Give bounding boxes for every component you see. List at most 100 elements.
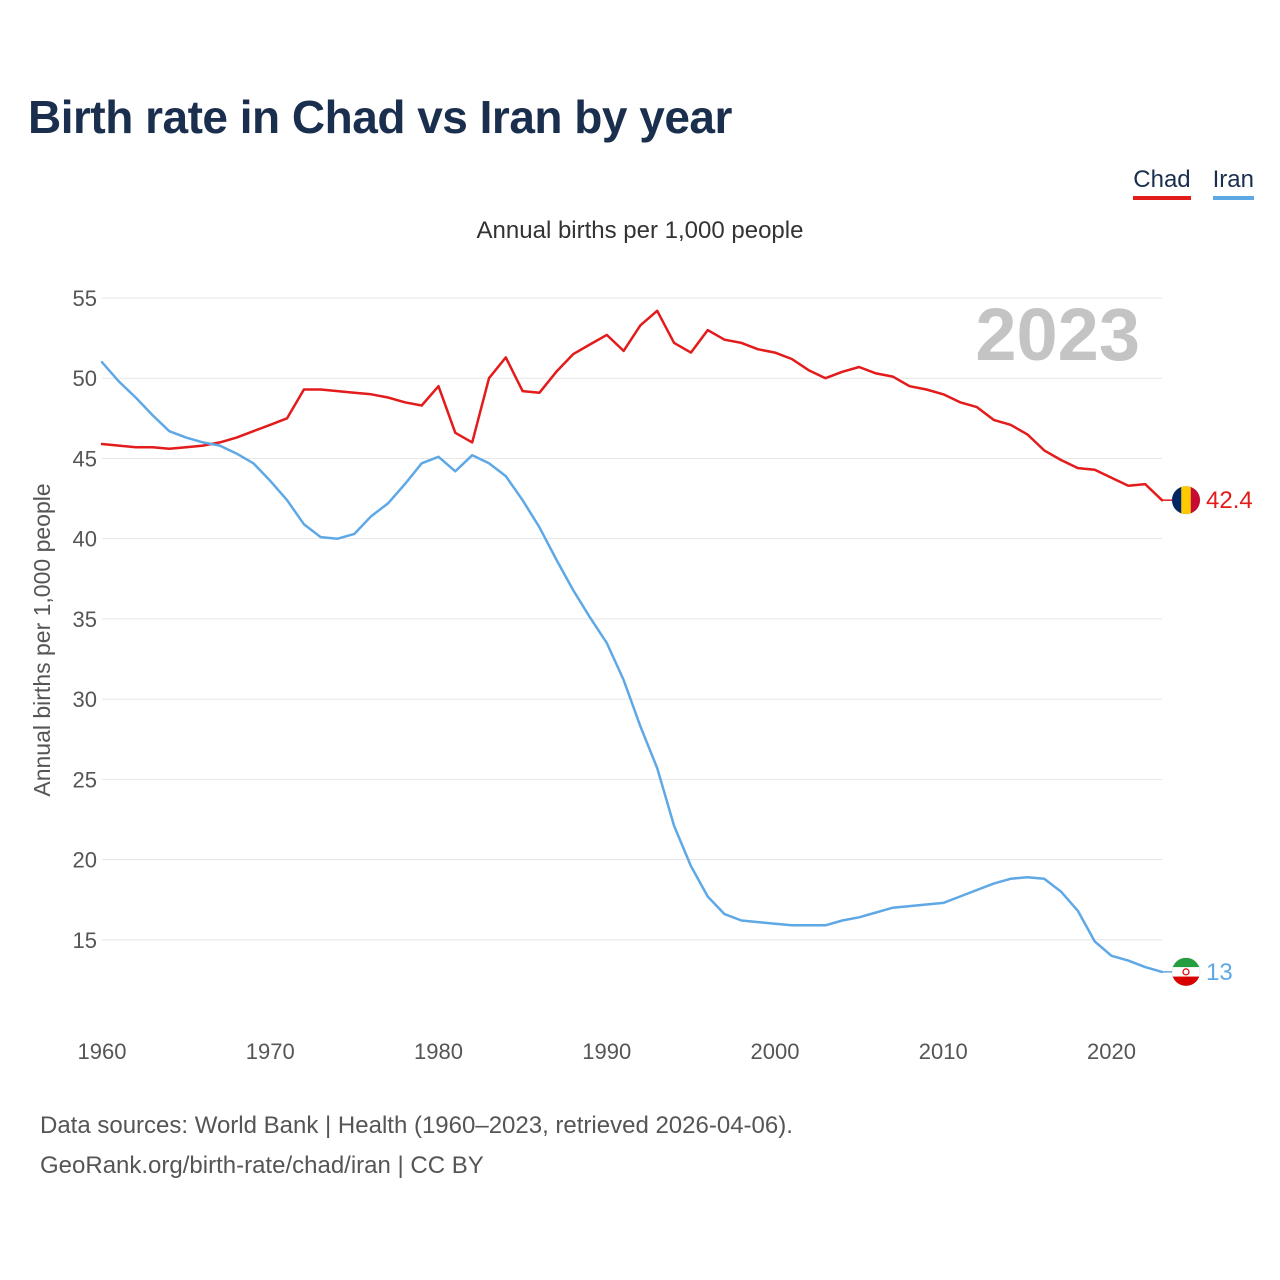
data-point-chad (773, 351, 777, 355)
data-point-iran (100, 360, 104, 364)
data-point-iran (1093, 939, 1097, 943)
y-axis-ticks: 15 20 25 30 35 40 45 50 55 (73, 286, 97, 953)
data-point-chad (336, 389, 340, 393)
data-point-iran (134, 395, 138, 399)
year-watermark: 2023 (975, 293, 1140, 376)
data-point-iran (352, 532, 356, 536)
data-point-iran (908, 904, 912, 908)
data-point-iran (756, 920, 760, 924)
y-tick-label: 25 (73, 767, 97, 792)
data-point-chad (268, 423, 272, 427)
data-point-chad (1143, 482, 1147, 486)
data-point-iran (941, 901, 945, 905)
data-point-iran (218, 444, 222, 448)
y-tick-label: 50 (73, 366, 97, 391)
data-point-chad (285, 416, 289, 420)
data-point-chad (319, 387, 323, 391)
data-point-iran (1110, 954, 1114, 958)
data-point-chad (672, 341, 676, 345)
source-line-1: Data sources: World Bank | Health (1960–… (40, 1112, 793, 1139)
data-point-chad (689, 351, 693, 355)
y-tick-label: 45 (73, 446, 97, 471)
y-tick-label: 20 (73, 848, 97, 873)
data-point-iran (537, 525, 541, 529)
data-point-iran (840, 919, 844, 923)
data-point-chad (823, 376, 827, 380)
data-point-chad (470, 440, 474, 444)
data-point-chad (857, 365, 861, 369)
data-point-iran (184, 436, 188, 440)
data-point-iran (1076, 909, 1080, 913)
data-point-chad (739, 341, 743, 345)
data-point-chad (1059, 458, 1063, 462)
data-point-chad (1110, 476, 1114, 480)
end-value-iran: 13 (1206, 959, 1233, 986)
data-point-iran (302, 522, 306, 526)
data-point-chad (369, 392, 373, 396)
data-point-iran (689, 864, 693, 868)
data-point-iran (235, 452, 239, 456)
data-point-chad (622, 349, 626, 353)
y-tick-label: 30 (73, 687, 97, 712)
source-note: Data sources: World Bank | Health (1960–… (40, 1106, 793, 1186)
data-point-iran (992, 882, 996, 886)
data-point-iran (1059, 890, 1063, 894)
data-point-iran (319, 535, 323, 539)
x-tick-label: 1970 (246, 1039, 295, 1064)
grid-lines (102, 297, 1162, 941)
data-point-iran (924, 902, 928, 906)
data-point-iran (201, 440, 205, 444)
chart-title: Birth rate in Chad vs Iran by year (28, 91, 732, 143)
data-point-iran (251, 461, 255, 465)
data-point-iran (655, 766, 659, 770)
data-point-chad (975, 405, 979, 409)
data-point-iran (1025, 875, 1029, 879)
x-tick-label: 1960 (78, 1039, 127, 1064)
data-point-chad (437, 384, 441, 388)
data-point-chad (420, 403, 424, 407)
data-point-chad (352, 391, 356, 395)
data-point-iran (420, 461, 424, 465)
data-point-chad (571, 352, 575, 356)
x-tick-label: 2020 (1087, 1039, 1136, 1064)
data-point-chad (386, 395, 390, 399)
data-point-iran (1143, 965, 1147, 969)
data-point-chad (150, 445, 154, 449)
data-point-iran (790, 923, 794, 927)
legend-item-iran[interactable]: Iran (1212, 166, 1254, 200)
data-point-iran (470, 453, 474, 457)
data-point-chad (1076, 466, 1080, 470)
data-point-iran (150, 413, 154, 417)
x-tick-label: 1980 (414, 1039, 463, 1064)
legend-item-chad[interactable]: Chad (1133, 166, 1191, 200)
end-value-chad: 42.4 (1206, 487, 1253, 514)
data-point-chad (1025, 432, 1029, 436)
data-point-chad (790, 357, 794, 361)
y-axis-label: Annual births per 1,000 people (29, 483, 55, 796)
chad-flag-icon (1172, 486, 1200, 515)
series-line-chad[interactable] (100, 309, 1164, 502)
data-point-iran (437, 455, 441, 459)
data-point-iran (672, 824, 676, 828)
data-point-iran (773, 922, 777, 926)
data-point-chad (605, 333, 609, 337)
series-line-iran[interactable] (100, 360, 1164, 974)
data-point-iran (1009, 877, 1013, 881)
line-chart: 15 20 25 30 35 40 45 50 55 1960 1970 1980 1990 2000 2… (29, 286, 1253, 1064)
data-point-iran (285, 498, 289, 502)
data-point-chad (554, 370, 558, 374)
data-point-iran (386, 501, 390, 505)
data-point-chad (134, 445, 138, 449)
y-tick-label: 15 (73, 928, 97, 953)
data-point-iran (571, 588, 575, 592)
source-line-2[interactable]: GeoRank.org/birth-rate/chad/iran | CC BY (40, 1152, 484, 1179)
data-point-chad (723, 338, 727, 342)
data-point-chad (1126, 484, 1130, 488)
data-point-iran (1126, 959, 1130, 963)
data-point-chad (706, 328, 710, 332)
data-point-iran (638, 724, 642, 728)
x-tick-label: 2010 (919, 1039, 968, 1064)
data-point-iran (167, 429, 171, 433)
data-point-chad (958, 400, 962, 404)
data-point-iran (874, 911, 878, 915)
